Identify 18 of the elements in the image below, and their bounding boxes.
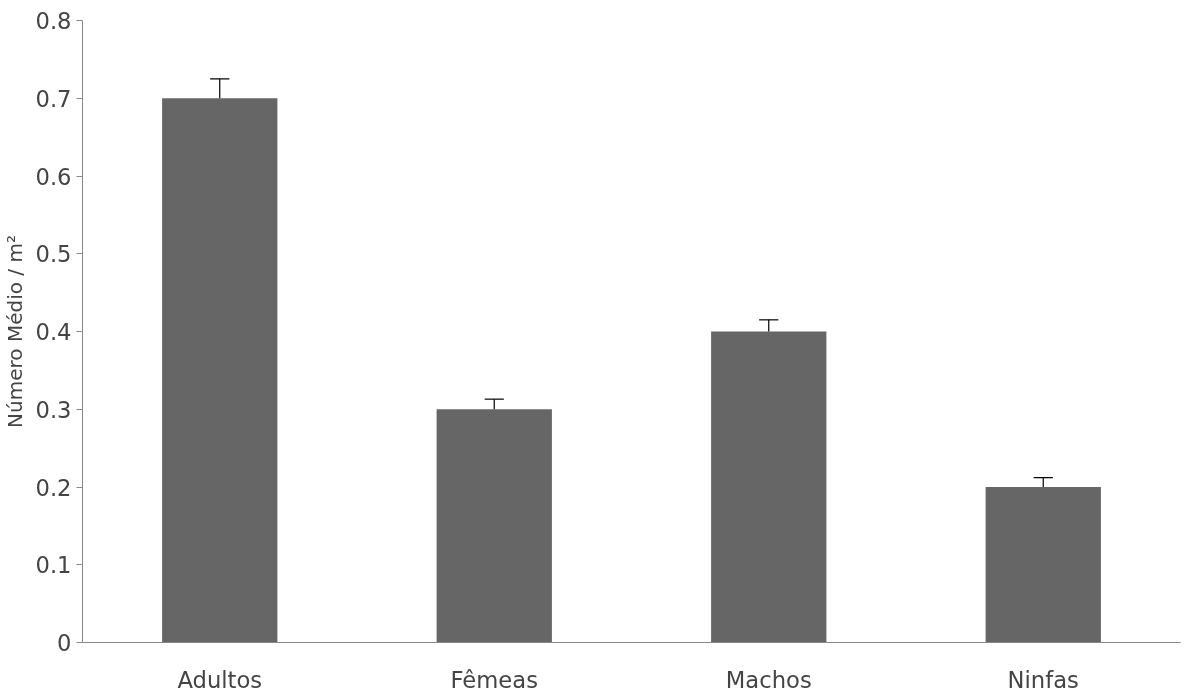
x-tick-label: Fêmeas <box>450 666 538 693</box>
x-tick-label: Adultos <box>177 666 263 693</box>
y-tick-label: 0.6 <box>35 163 72 190</box>
bar <box>711 331 827 643</box>
bar <box>985 487 1101 643</box>
y-tick-label: 0.8 <box>35 8 72 34</box>
y-tick-label: 0.1 <box>35 552 72 579</box>
x-tick-label: Machos <box>725 666 812 693</box>
y-axis-title: Número Médio / m² <box>3 235 28 428</box>
bar <box>162 98 278 643</box>
y-tick-label: 0.5 <box>35 241 72 268</box>
y-tick-label: 0.7 <box>35 85 72 112</box>
y-tick-label: 0.3 <box>35 396 72 423</box>
y-tick-label: 0.4 <box>35 319 72 345</box>
y-tick-label: 0 <box>57 630 72 656</box>
bar <box>436 409 552 643</box>
x-tick-label: Ninfas <box>1007 666 1079 693</box>
y-tick-label: 0.2 <box>35 474 72 501</box>
